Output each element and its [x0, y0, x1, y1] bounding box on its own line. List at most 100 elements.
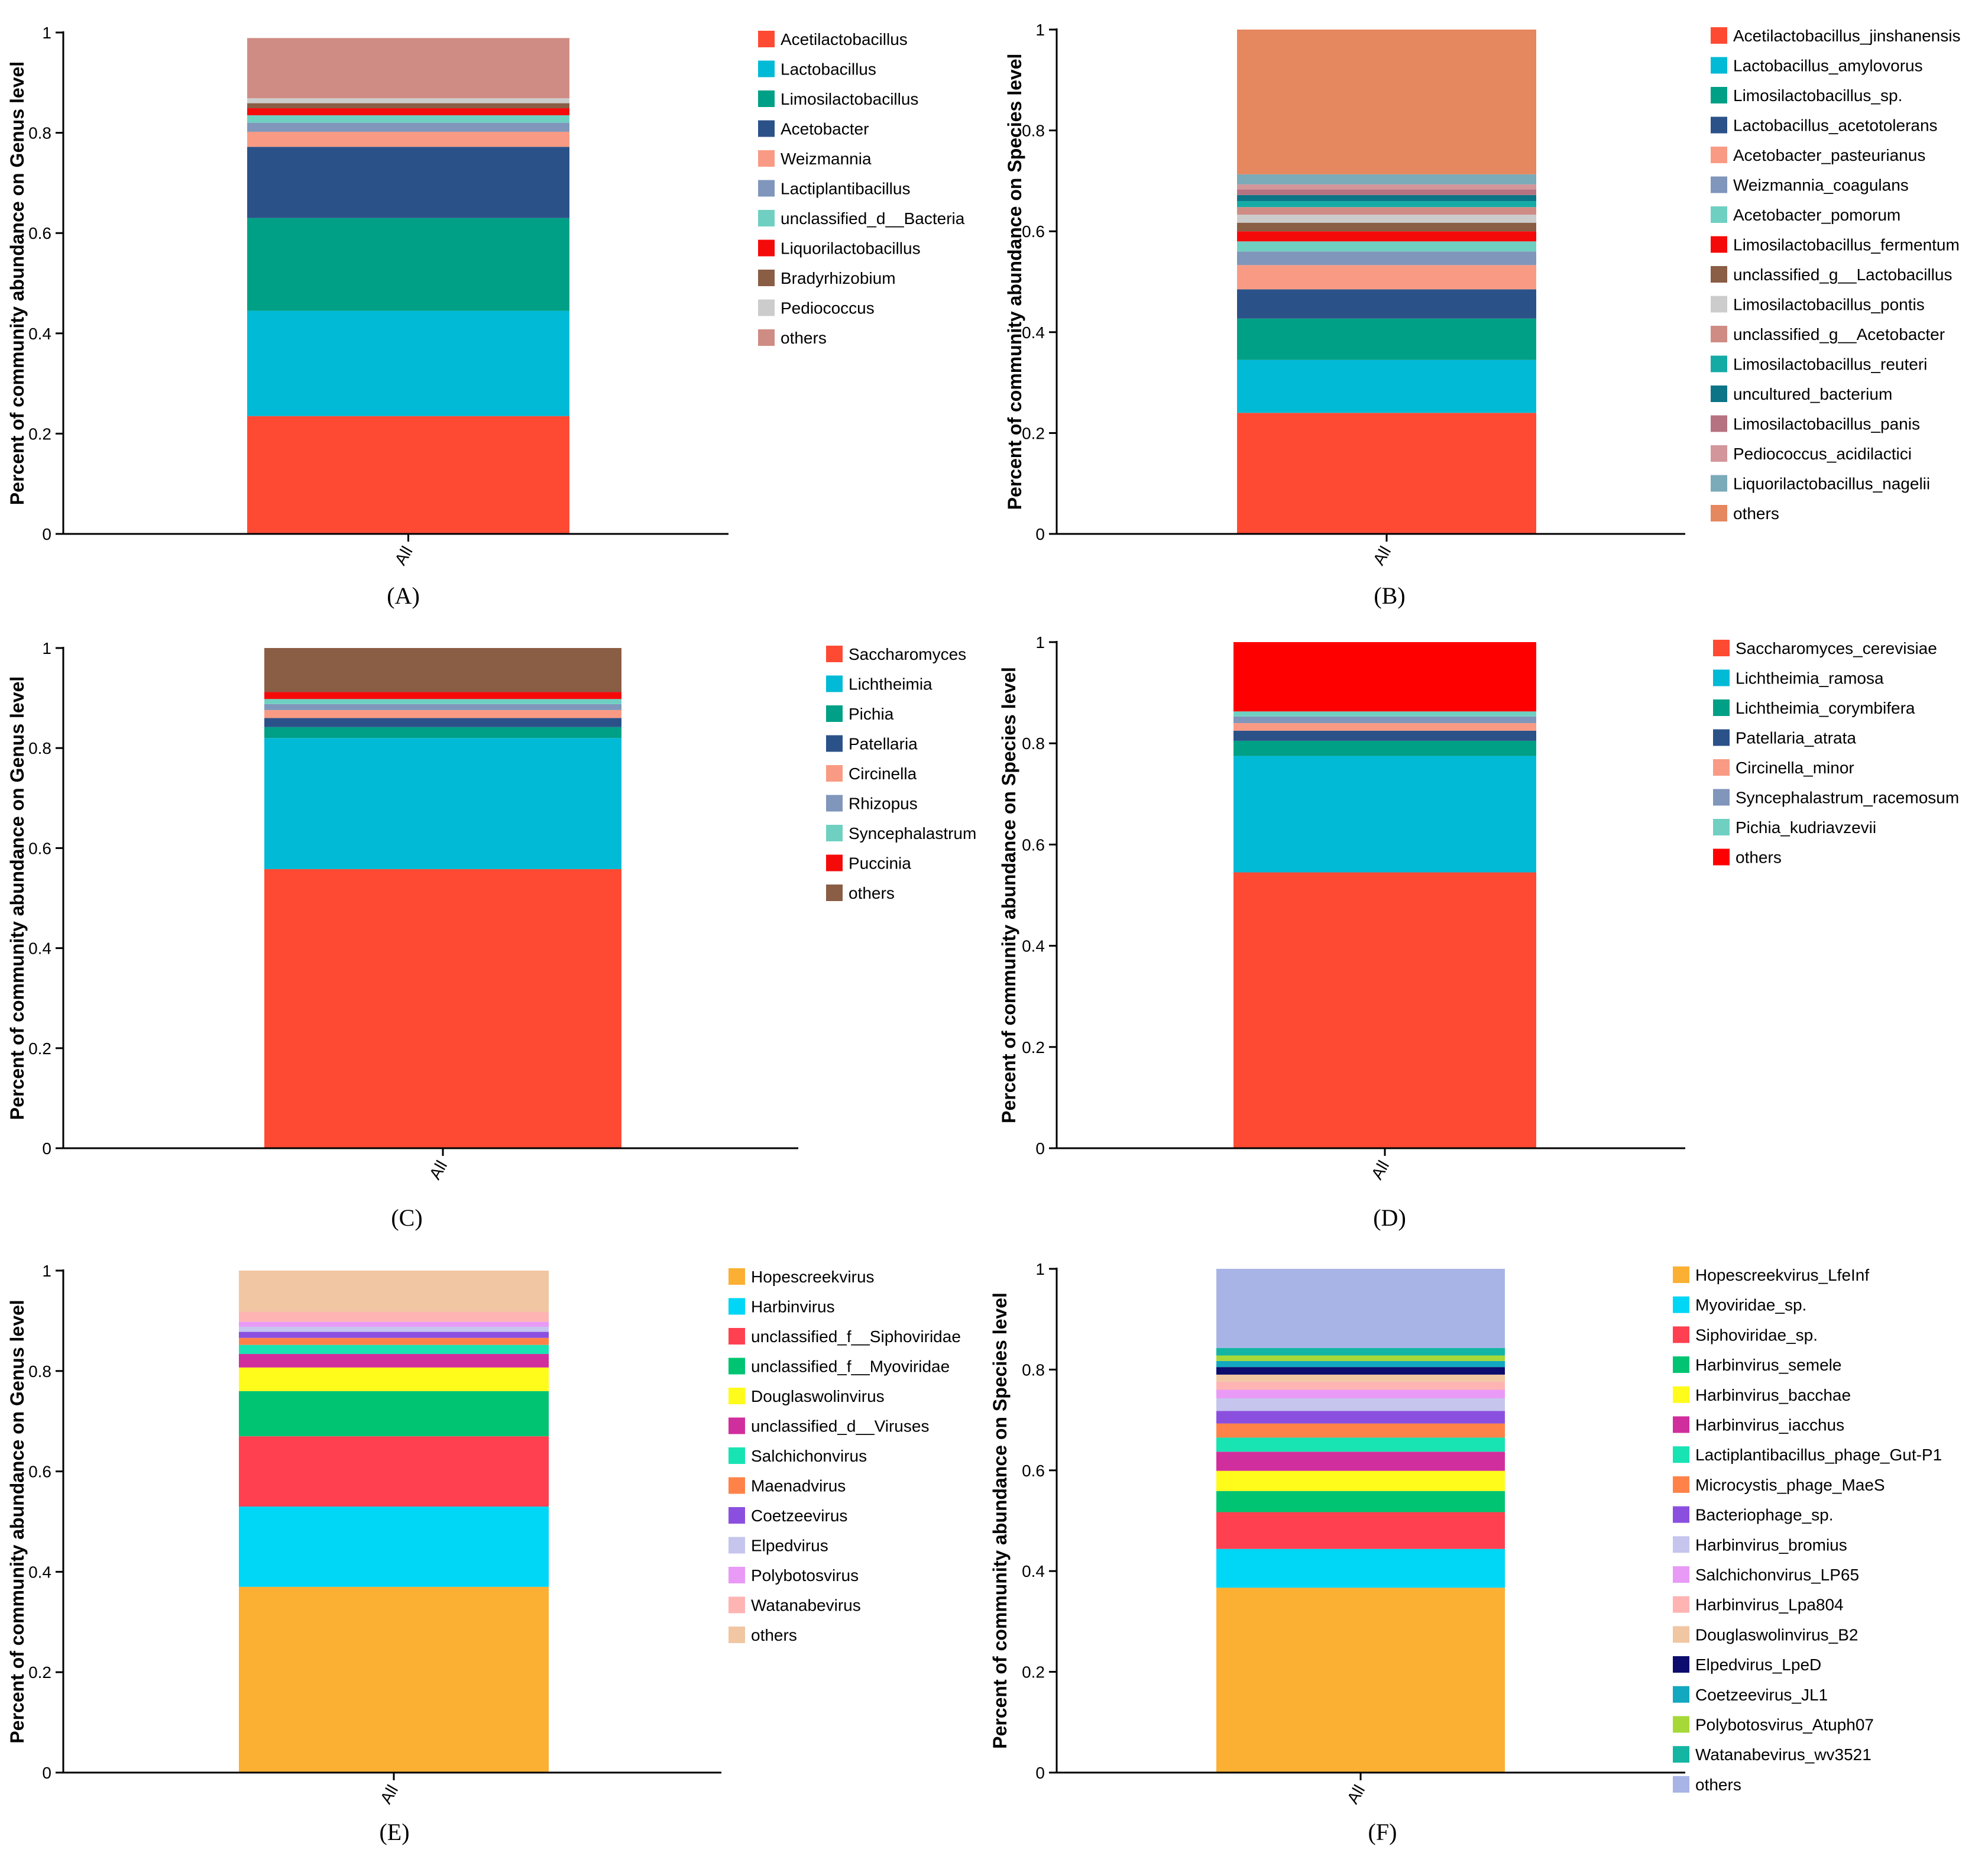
legend-label: Elpedvirus_LpeD	[1695, 1656, 1821, 1674]
legend-swatch	[1713, 848, 1730, 866]
legend-label: Lactiplantibacillus_phage_Gut-P1	[1695, 1446, 1942, 1464]
panel-caption: (C)	[391, 1204, 422, 1231]
legend-swatch	[1673, 1296, 1689, 1313]
legend-swatch	[728, 1596, 745, 1614]
legend-swatch	[1673, 1266, 1689, 1283]
bar-segment-4	[1216, 1491, 1505, 1512]
y-tick-label: 0.4	[1022, 323, 1045, 342]
legend-swatch	[1673, 1506, 1689, 1523]
bar-segment-3	[1233, 740, 1536, 756]
legend-swatch	[728, 1537, 745, 1554]
bar-segment-11	[239, 1321, 549, 1327]
x-tick-label: All	[426, 1158, 451, 1183]
bar-segment-8	[1237, 231, 1536, 242]
y-tick-label: 0.6	[28, 839, 51, 857]
legend-swatch	[758, 270, 775, 286]
legend-swatch	[1711, 176, 1727, 193]
bar-segment-16	[1216, 1355, 1505, 1361]
y-axis-label: Percent of community abundance on Specie…	[1004, 54, 1025, 510]
legend-swatch	[1673, 1446, 1689, 1463]
bar-segment-8	[247, 108, 569, 115]
legend-label: Lactobacillus_amylovorus	[1733, 57, 1923, 75]
bar-segment-1	[264, 869, 621, 1148]
legend-label: Harbinvirus_Lpa804	[1695, 1596, 1844, 1614]
legend-swatch	[1711, 385, 1727, 402]
legend: Saccharomyces_cerevisiae Lichtheimia_ramo…	[1713, 639, 1959, 867]
y-tick-label: 0.6	[28, 224, 51, 242]
y-tick-label: 0.4	[1022, 937, 1045, 955]
bar-segment-1	[247, 416, 569, 534]
legend-label: unclassified_f__Siphoviridae	[751, 1327, 961, 1346]
legend-swatch	[1673, 1536, 1689, 1553]
legend-label: Bradyrhizobium	[781, 269, 896, 287]
legend-swatch	[1673, 1566, 1689, 1583]
legend-label: Salchichonvirus	[751, 1447, 867, 1465]
y-axis-label: Percent of community abundance on Genus …	[7, 1300, 28, 1743]
bar-segment-10	[1216, 1398, 1505, 1411]
legend-label: unclassified_d__Bacteria	[781, 209, 965, 228]
y-tick-label: 0.8	[28, 1362, 51, 1381]
bar-segment-17	[1216, 1347, 1505, 1356]
legend-label: Pediococcus_acidilactici	[1733, 445, 1912, 463]
legend-swatch	[826, 735, 843, 752]
y-tick-label: 1	[1035, 21, 1045, 39]
y-tick-label: 1	[1035, 633, 1045, 652]
legend-label: Watanabevirus_wv3521	[1695, 1745, 1872, 1764]
bar-segment-8	[239, 1337, 549, 1345]
legend-swatch	[1713, 640, 1730, 656]
legend-swatch	[1711, 116, 1727, 134]
legend-label: Acetobacter_pomorum	[1733, 206, 1900, 224]
legend-label: Acetilactobacillus	[781, 30, 908, 48]
legend-swatch	[758, 210, 775, 226]
legend-label: Lactobacillus_acetotolerans	[1733, 116, 1938, 135]
bar-segment-4	[1233, 730, 1536, 741]
legend-label: Liquorilactobacillus_nagelii	[1733, 475, 1930, 493]
bar-segment-15	[1216, 1360, 1505, 1368]
legend-label: Polybotosvirus_Atuph07	[1695, 1716, 1874, 1734]
y-tick-label: 0.4	[1022, 1562, 1045, 1580]
legend-label: Limosilactobacillus_reuteri	[1733, 355, 1927, 374]
legend-swatch	[1673, 1356, 1689, 1373]
bar-segment-16	[1237, 174, 1536, 184]
legend-swatch	[1673, 1686, 1689, 1703]
y-axis-label: Percent of community abundance on Genus …	[7, 676, 28, 1120]
bar-segment-14	[1216, 1367, 1505, 1375]
x-tick-label: All	[377, 1782, 402, 1807]
legend-label: Pichia_kudriavzevii	[1736, 818, 1876, 837]
bar-segment-11	[1237, 207, 1536, 215]
legend-swatch	[826, 675, 843, 692]
bar-segment-5	[239, 1367, 549, 1391]
legend-swatch	[1673, 1746, 1689, 1763]
legend-swatch	[1673, 1386, 1689, 1403]
legend-swatch	[728, 1417, 745, 1434]
y-tick-label: 0.6	[1022, 222, 1045, 241]
y-tick-label: 0.6	[1022, 1462, 1045, 1480]
legend-label: others	[1733, 504, 1779, 523]
y-tick-label: 0.4	[28, 1563, 51, 1581]
bar-segment-6	[1237, 251, 1536, 265]
legend-label: Patellaria_atrata	[1736, 729, 1856, 747]
bar-segment-2	[239, 1507, 549, 1587]
bar-segment-11	[1216, 1389, 1505, 1398]
legend-swatch	[728, 1358, 745, 1375]
legend-swatch	[826, 646, 843, 662]
bar-segment-2	[1216, 1548, 1505, 1588]
bar-segment-11	[247, 38, 569, 99]
bar-segment-5	[1216, 1470, 1505, 1491]
y-tick-label: 0.2	[28, 425, 51, 443]
bar-segment-5	[1233, 723, 1536, 731]
bar-segment-7	[1237, 241, 1536, 252]
legend-label: Syncephalastrum_racemosum	[1736, 789, 1959, 807]
legend-label: Douglaswolinvirus_B2	[1695, 1625, 1858, 1644]
panel-caption: (D)	[1373, 1204, 1406, 1231]
bar-segment-3	[264, 727, 621, 738]
legend-label: Harbinvirus_iacchus	[1695, 1416, 1844, 1434]
legend-swatch	[1673, 1716, 1689, 1733]
y-tick-label: 1	[42, 639, 51, 657]
legend-swatch	[1711, 57, 1727, 74]
legend-label: Coetzeevirus	[751, 1507, 847, 1525]
bar-segment-7	[264, 699, 621, 704]
legend: Hopescreekvirus_LfeInf Myoviridae_sp. Siph…	[1673, 1266, 1942, 1794]
legend-label: others	[849, 884, 895, 902]
